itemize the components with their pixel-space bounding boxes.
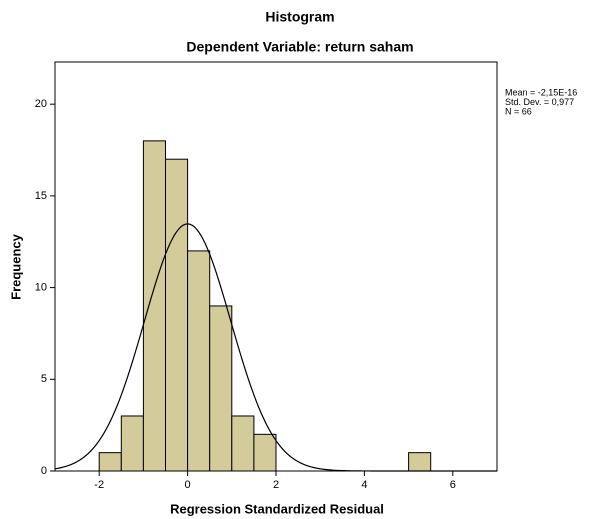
x-tick-label: 4 (361, 479, 367, 491)
chart-subtitle: Dependent Variable: return saham (186, 39, 413, 55)
x-tick-label: 6 (450, 479, 456, 491)
y-tick-label: 20 (35, 98, 47, 110)
x-tick-label: 2 (273, 479, 279, 491)
y-tick-label: 15 (35, 190, 47, 202)
bar (120, 415, 144, 472)
bar (231, 415, 255, 472)
plot-frame (54, 61, 498, 472)
bar (165, 158, 189, 472)
bar (253, 433, 277, 472)
y-tick-label: 0 (41, 465, 47, 477)
bar (187, 250, 211, 472)
bar (98, 452, 122, 472)
stat-label: N = 66 (505, 106, 532, 116)
y-tick-label: 5 (41, 373, 47, 385)
y-tick-label: 10 (35, 281, 47, 293)
x-tick-label: -2 (94, 479, 104, 491)
y-axis-title: Frequency (8, 233, 23, 300)
bar (142, 140, 166, 472)
x-axis-title: Regression Standardized Residual (170, 501, 384, 516)
x-tick-label: 0 (185, 479, 191, 491)
stat-label: Std. Dev. = 0,977 (505, 97, 574, 107)
bar (408, 452, 432, 472)
normal-curve (54, 223, 497, 472)
chart-title: Histogram (265, 9, 334, 25)
bar (209, 305, 233, 472)
stat-label: Mean = -2,15E-16 (505, 87, 577, 97)
